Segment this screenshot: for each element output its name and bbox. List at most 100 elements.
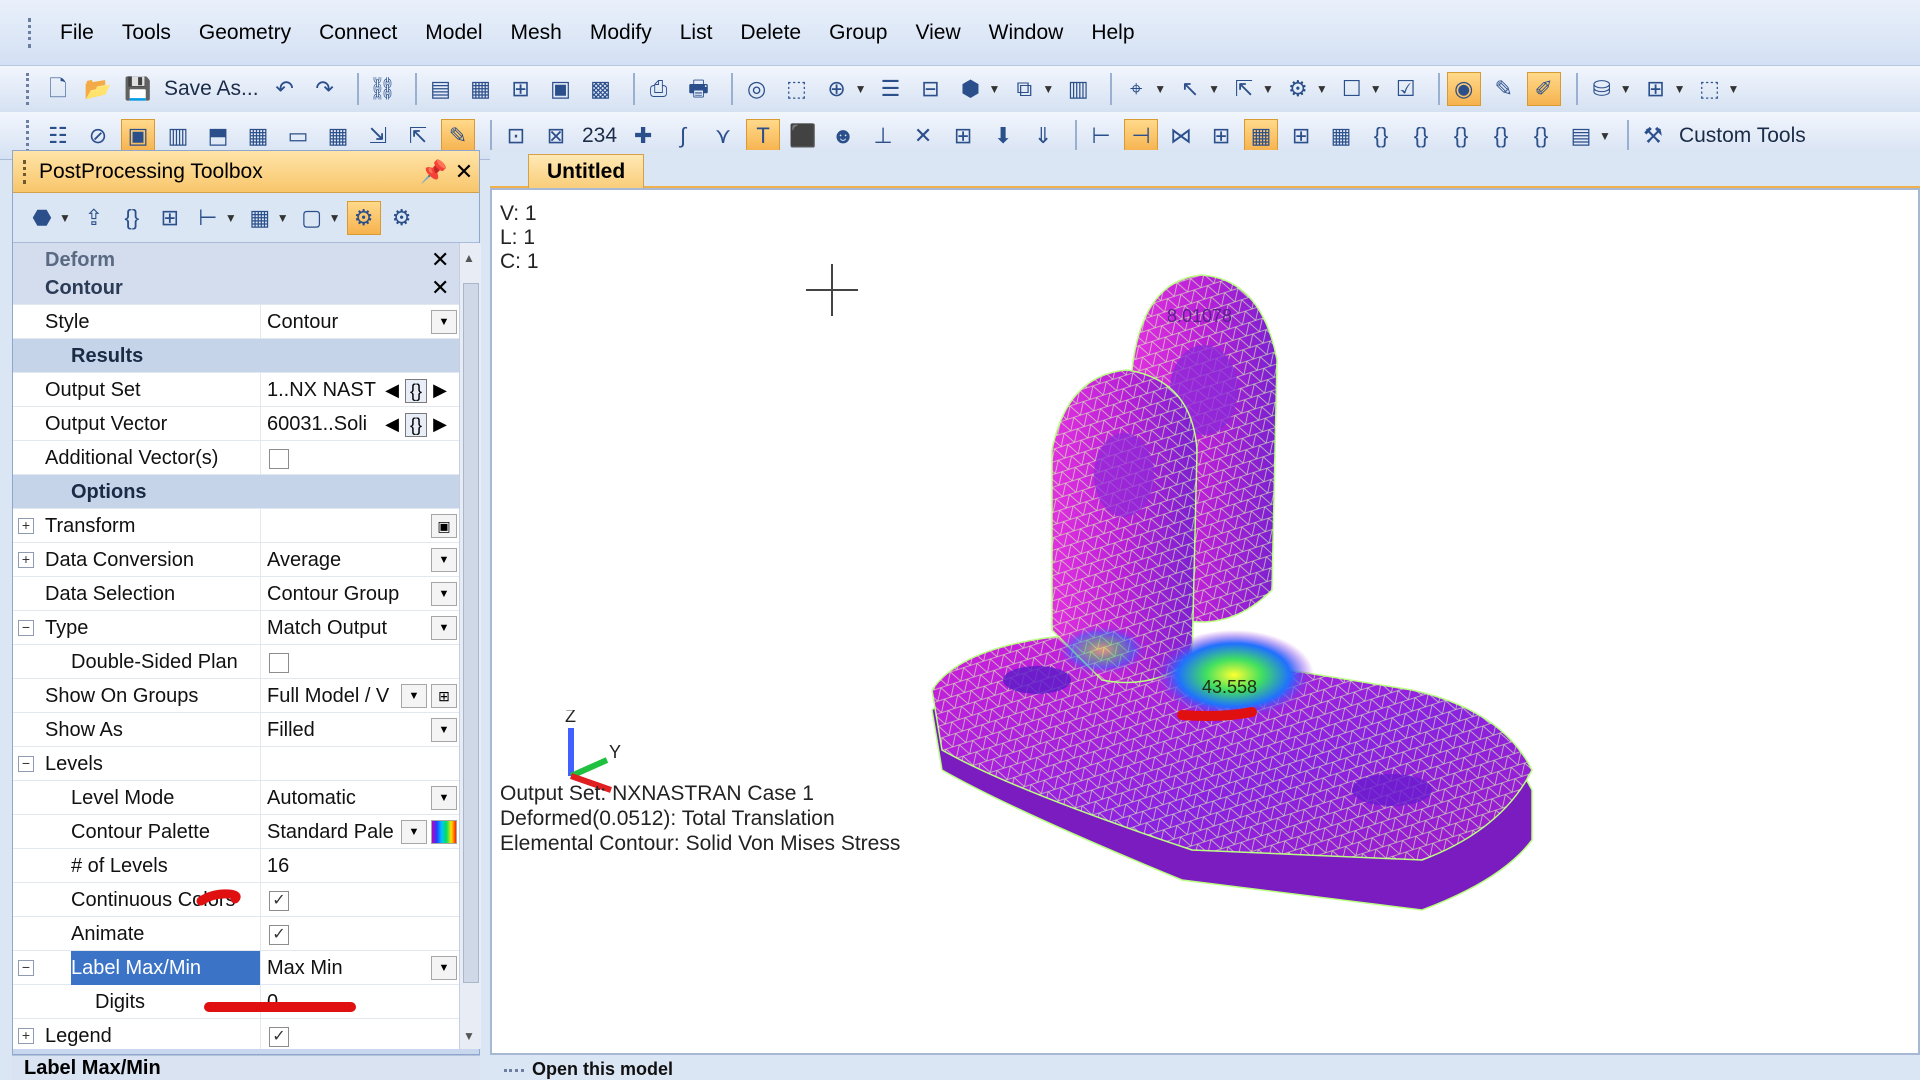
num-levels-input[interactable]: 16 [267, 854, 290, 877]
row-transform[interactable]: + Transform ▣ [13, 508, 459, 543]
row-output-set[interactable]: Output Set 1..NX NAST ◀ {} ▶ [13, 372, 459, 407]
chevron-down-icon[interactable]: ▼ [401, 684, 427, 708]
chevron-down-icon[interactable]: ▼ [854, 82, 867, 96]
show-on-groups-value[interactable]: Full Model / V [267, 684, 390, 707]
model-tree-icon[interactable]: ⊟ [921, 76, 940, 101]
level-mode-value[interactable]: Automatic [267, 786, 356, 809]
grid-d-icon[interactable]: ▦ [1330, 122, 1352, 148]
graph-tool-icon[interactable]: ⊢ [198, 204, 218, 230]
close-icon[interactable]: ✕ [454, 158, 474, 184]
chevron-down-icon[interactable]: ▼ [431, 956, 457, 980]
row-double-sided[interactable]: Double-Sided Plan [13, 644, 459, 679]
cube-icon[interactable]: ⬢ [960, 76, 981, 101]
arrange-icon[interactable]: ⬒ [207, 122, 229, 148]
animate-checkbox[interactable]: ✓ [269, 925, 289, 945]
region-select-icon[interactable]: ⬚ [1699, 76, 1720, 101]
select-box-icon[interactable]: ⬚ [786, 76, 807, 101]
grid-view-icon[interactable]: ▦ [470, 76, 491, 101]
chevron-down-icon[interactable]: ▼ [1154, 82, 1167, 96]
chevron-down-icon[interactable]: ▼ [1369, 82, 1382, 96]
row-data-selection[interactable]: Data Selection Contour Group ▼ [13, 576, 459, 611]
square-tool-icon[interactable]: ▢ [301, 204, 323, 230]
chevron-down-icon[interactable]: ▼ [431, 548, 457, 572]
chevron-down-icon[interactable]: ▼ [1042, 82, 1055, 96]
rotate-icon[interactable]: ◎ [746, 76, 767, 101]
menu-model[interactable]: Model [425, 20, 483, 44]
chevron-down-icon[interactable]: ▼ [1727, 82, 1740, 96]
brace-b-icon[interactable]: {} [1413, 122, 1429, 148]
brace-e-icon[interactable]: {} [1533, 122, 1549, 148]
chevron-down-icon[interactable]: ▼ [1599, 128, 1611, 143]
toolbar-grip[interactable] [26, 119, 30, 152]
load-icon[interactable]: ⬇ [993, 122, 1013, 148]
surface-icon[interactable]: ⋎ [714, 122, 732, 148]
type-value[interactable]: Match Output [267, 616, 388, 639]
chevron-down-icon[interactable]: ▼ [276, 210, 289, 225]
row-contour[interactable]: Contour ✕ [13, 271, 459, 305]
row-contour-palette[interactable]: Contour Palette Standard Pale ▼ [13, 814, 459, 849]
add-point-icon[interactable]: ✚ [633, 122, 653, 148]
row-label-maxmin[interactable]: − Label Max/Min Max Min ▼ [13, 950, 459, 985]
new-file-icon[interactable]: 🗋 [49, 76, 67, 101]
messages-grip[interactable] [504, 1068, 524, 1072]
scroll-down-icon[interactable]: ▼ [463, 1029, 475, 1043]
list-icon[interactable]: ☰ [880, 76, 901, 101]
import-icon[interactable]: ⇲ [368, 122, 388, 148]
cursor-add-icon[interactable]: ↖ [1180, 76, 1200, 101]
axis-icon[interactable]: ⊥ [873, 122, 893, 148]
chart-icon[interactable]: ▥ [1067, 76, 1089, 101]
settings-tool-icon[interactable]: ⚙ [391, 204, 412, 230]
close-icon[interactable]: ✕ [431, 246, 450, 272]
grid-c-icon[interactable]: ⊞ [1291, 122, 1311, 148]
chevron-down-icon[interactable]: ▼ [401, 820, 427, 844]
element-icon[interactable]: ⊠ [546, 122, 566, 148]
arrow-right-icon[interactable]: ▶ [433, 380, 447, 400]
row-continuous-colors[interactable]: Continuous Colors ✓ [13, 882, 459, 917]
graphics-viewport[interactable]: V: 1 L: 1 C: 1 [490, 188, 1920, 1055]
custom-tools-button[interactable]: Custom Tools [1678, 123, 1806, 147]
menu-window[interactable]: Window [988, 20, 1064, 44]
grid-b-icon[interactable]: ▦ [1244, 118, 1279, 153]
palette-icon[interactable] [431, 820, 457, 844]
chevron-down-icon[interactable]: ▼ [431, 582, 457, 606]
zoom-icon[interactable]: ⊕ [827, 76, 846, 101]
pencil-icon[interactable]: ✎ [1494, 76, 1513, 101]
print-icon[interactable]: 🖶 [688, 76, 709, 101]
curve-icon[interactable]: ∫ [680, 122, 687, 148]
chevron-down-icon[interactable]: ▼ [1673, 82, 1686, 96]
chevron-down-icon[interactable]: ▼ [224, 210, 237, 225]
show-as-value[interactable]: Filled [267, 718, 315, 741]
view-iso-icon[interactable]: ⋈ [1170, 122, 1193, 148]
scroll-thumb[interactable] [463, 283, 479, 983]
layer-icon[interactable]: ▤ [430, 76, 451, 101]
frame-icon[interactable]: ⧉ [1016, 76, 1033, 101]
panel-icon[interactable]: ▭ [287, 122, 309, 148]
checkbox-icon[interactable]: ☑ [1395, 76, 1416, 101]
constraint-icon[interactable]: ⇓ [1033, 122, 1053, 148]
contour-palette-value[interactable]: Standard Pale [267, 820, 394, 843]
post-view-icon[interactable]: ◉ [1446, 72, 1481, 106]
row-digits[interactable]: Digits 0 [13, 984, 459, 1019]
property-scrollbar[interactable]: ▲ ▼ [459, 243, 481, 1049]
vector-select-icon[interactable]: {} [405, 413, 427, 437]
pin-icon[interactable]: 📌 [420, 158, 448, 184]
menu-list[interactable]: List [679, 20, 713, 44]
group-select-icon[interactable]: ⊞ [431, 684, 457, 708]
row-levels[interactable]: − Levels [13, 746, 459, 781]
row-output-vector[interactable]: Output Vector 60031..Soli ◀ {} ▶ [13, 406, 459, 441]
settings-wheel-icon[interactable]: ⚙ [1288, 76, 1308, 101]
bucket-icon[interactable]: ⛁ [1592, 76, 1611, 101]
expand-icon[interactable]: + [18, 551, 34, 568]
select-cursor-icon[interactable]: ⇱ [1234, 76, 1254, 101]
entity-list-icon[interactable]: ☷ [48, 122, 68, 148]
chevron-down-icon[interactable]: ▼ [1262, 82, 1274, 96]
chevron-down-icon[interactable]: ▼ [988, 82, 1001, 96]
collapse-icon[interactable]: − [18, 755, 34, 772]
row-type[interactable]: − Type Match Output ▼ [13, 610, 459, 645]
double-sided-checkbox[interactable] [269, 653, 289, 673]
model-info-icon[interactable]: ▣ [121, 118, 155, 153]
chevron-down-icon[interactable]: ▼ [328, 210, 341, 225]
vector-select-icon[interactable]: {} [405, 379, 427, 403]
save-as-button[interactable]: Save As... [164, 77, 259, 100]
open-folder-icon[interactable]: 📂 [84, 76, 112, 101]
